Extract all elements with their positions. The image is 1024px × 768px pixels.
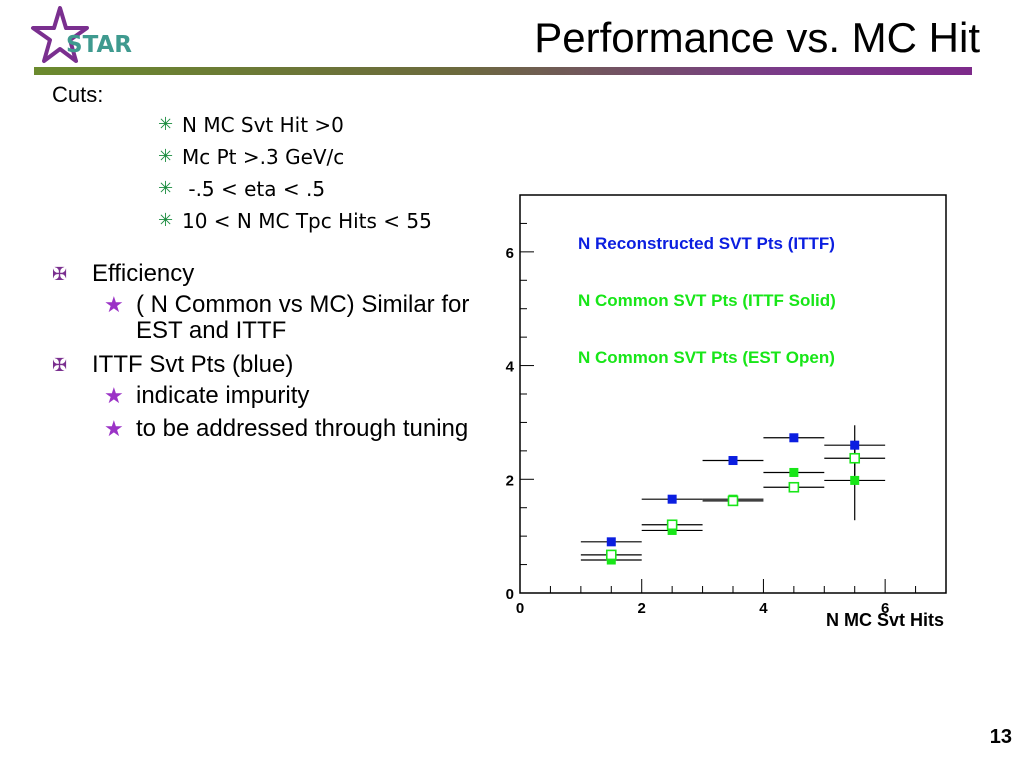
x-tick-label: 2: [638, 600, 646, 617]
data-point: [789, 433, 799, 443]
data-point-open: [849, 452, 861, 464]
bullet-label: Efficiency: [92, 260, 195, 287]
main-bullet-list: ✠ Efficiency ★( N Common vs MC) Similar …: [52, 260, 472, 449]
sub-bullet-list: ★( N Common vs MC) Similar for EST and I…: [92, 292, 472, 344]
cut-item: ✳ N MC Svt Hit >0: [158, 113, 344, 137]
title-divider: [34, 67, 972, 75]
bullet-efficiency: ✠ Efficiency ★( N Common vs MC) Similar …: [52, 260, 472, 344]
asterisk-bullet-icon: ✳: [158, 178, 174, 199]
y-tick-label: 0: [506, 586, 514, 603]
data-point: [850, 440, 860, 450]
x-axis-label: N MC Svt Hits: [826, 610, 944, 630]
sub-bullet: ★ to be addressed through tuning: [104, 415, 469, 442]
cuts-label: Cuts:: [52, 82, 104, 107]
x-tick-label: 0: [516, 600, 524, 617]
cut-list: ✳ N MC Svt Hit >0 ✳ Mc Pt >.3 GeV/c ✳ -.5 …: [158, 113, 458, 241]
legend-entry: N Reconstructed SVT Pts (ITTF): [578, 234, 835, 253]
data-point-open: [605, 549, 617, 561]
data-point-open: [788, 481, 800, 493]
legend-entry: N Common SVT Pts (ITTF Solid): [578, 291, 836, 310]
data-point: [667, 494, 677, 504]
star-logo: [31, 6, 89, 63]
logo-text: STAR: [66, 32, 132, 58]
data-point: [606, 537, 616, 547]
star-bullet-icon: ★: [104, 416, 124, 441]
cut-item: ✳ 10 < N MC Tpc Hits < 55: [158, 209, 432, 233]
data-point: [789, 467, 799, 477]
star-logo-icon: [31, 6, 89, 63]
data-point: [667, 525, 677, 535]
slide-title: Performance vs. MC Hit: [534, 14, 980, 61]
bullet-ittf-svt-pts: ✠ ITTF Svt Pts (blue) ★ indicate impurity…: [52, 351, 472, 442]
bullet-label: ITTF Svt Pts (blue): [92, 351, 294, 378]
asterisk-bullet-icon: ✳: [158, 146, 174, 167]
x-tick-label: 4: [759, 600, 768, 617]
y-tick-label: 6: [506, 245, 514, 262]
sub-bullet-list: ★ indicate impurity ★ to be addressed thro…: [92, 383, 472, 442]
performance-plot: 0 2 4 6 0 2 4 6 N Reconstructed SVT Pts (ITTF) N…: [506, 194, 947, 630]
page-number: 13: [989, 726, 1012, 748]
star-bullet-icon: ★: [104, 383, 124, 408]
asterisk-bullet-icon: ✳: [158, 210, 174, 231]
x-tick-label: 6: [881, 600, 889, 617]
plot-frame: [519, 194, 947, 594]
legend-entry: N Common SVT Pts (EST Open): [578, 348, 835, 367]
cut-item: ✳ -.5 < eta < .5: [158, 177, 326, 201]
data-point: [728, 456, 738, 466]
y-tick-label: 4: [506, 359, 515, 376]
cross-bullet-icon: ✠: [52, 355, 68, 375]
sub-bullet: ★ indicate impurity: [104, 382, 310, 409]
data-point-open: [727, 495, 739, 507]
sub-bullet: ★( N Common vs MC) Similar for EST and I…: [104, 291, 470, 344]
cut-item: ✳ Mc Pt >.3 GeV/c: [158, 145, 345, 169]
data-point: [850, 475, 860, 485]
asterisk-bullet-icon: ✳: [158, 114, 174, 135]
y-tick-label: 2: [506, 472, 514, 489]
data-point-open: [666, 519, 678, 531]
cross-bullet-icon: ✠: [52, 264, 68, 284]
star-bullet-icon: ★: [104, 292, 124, 317]
